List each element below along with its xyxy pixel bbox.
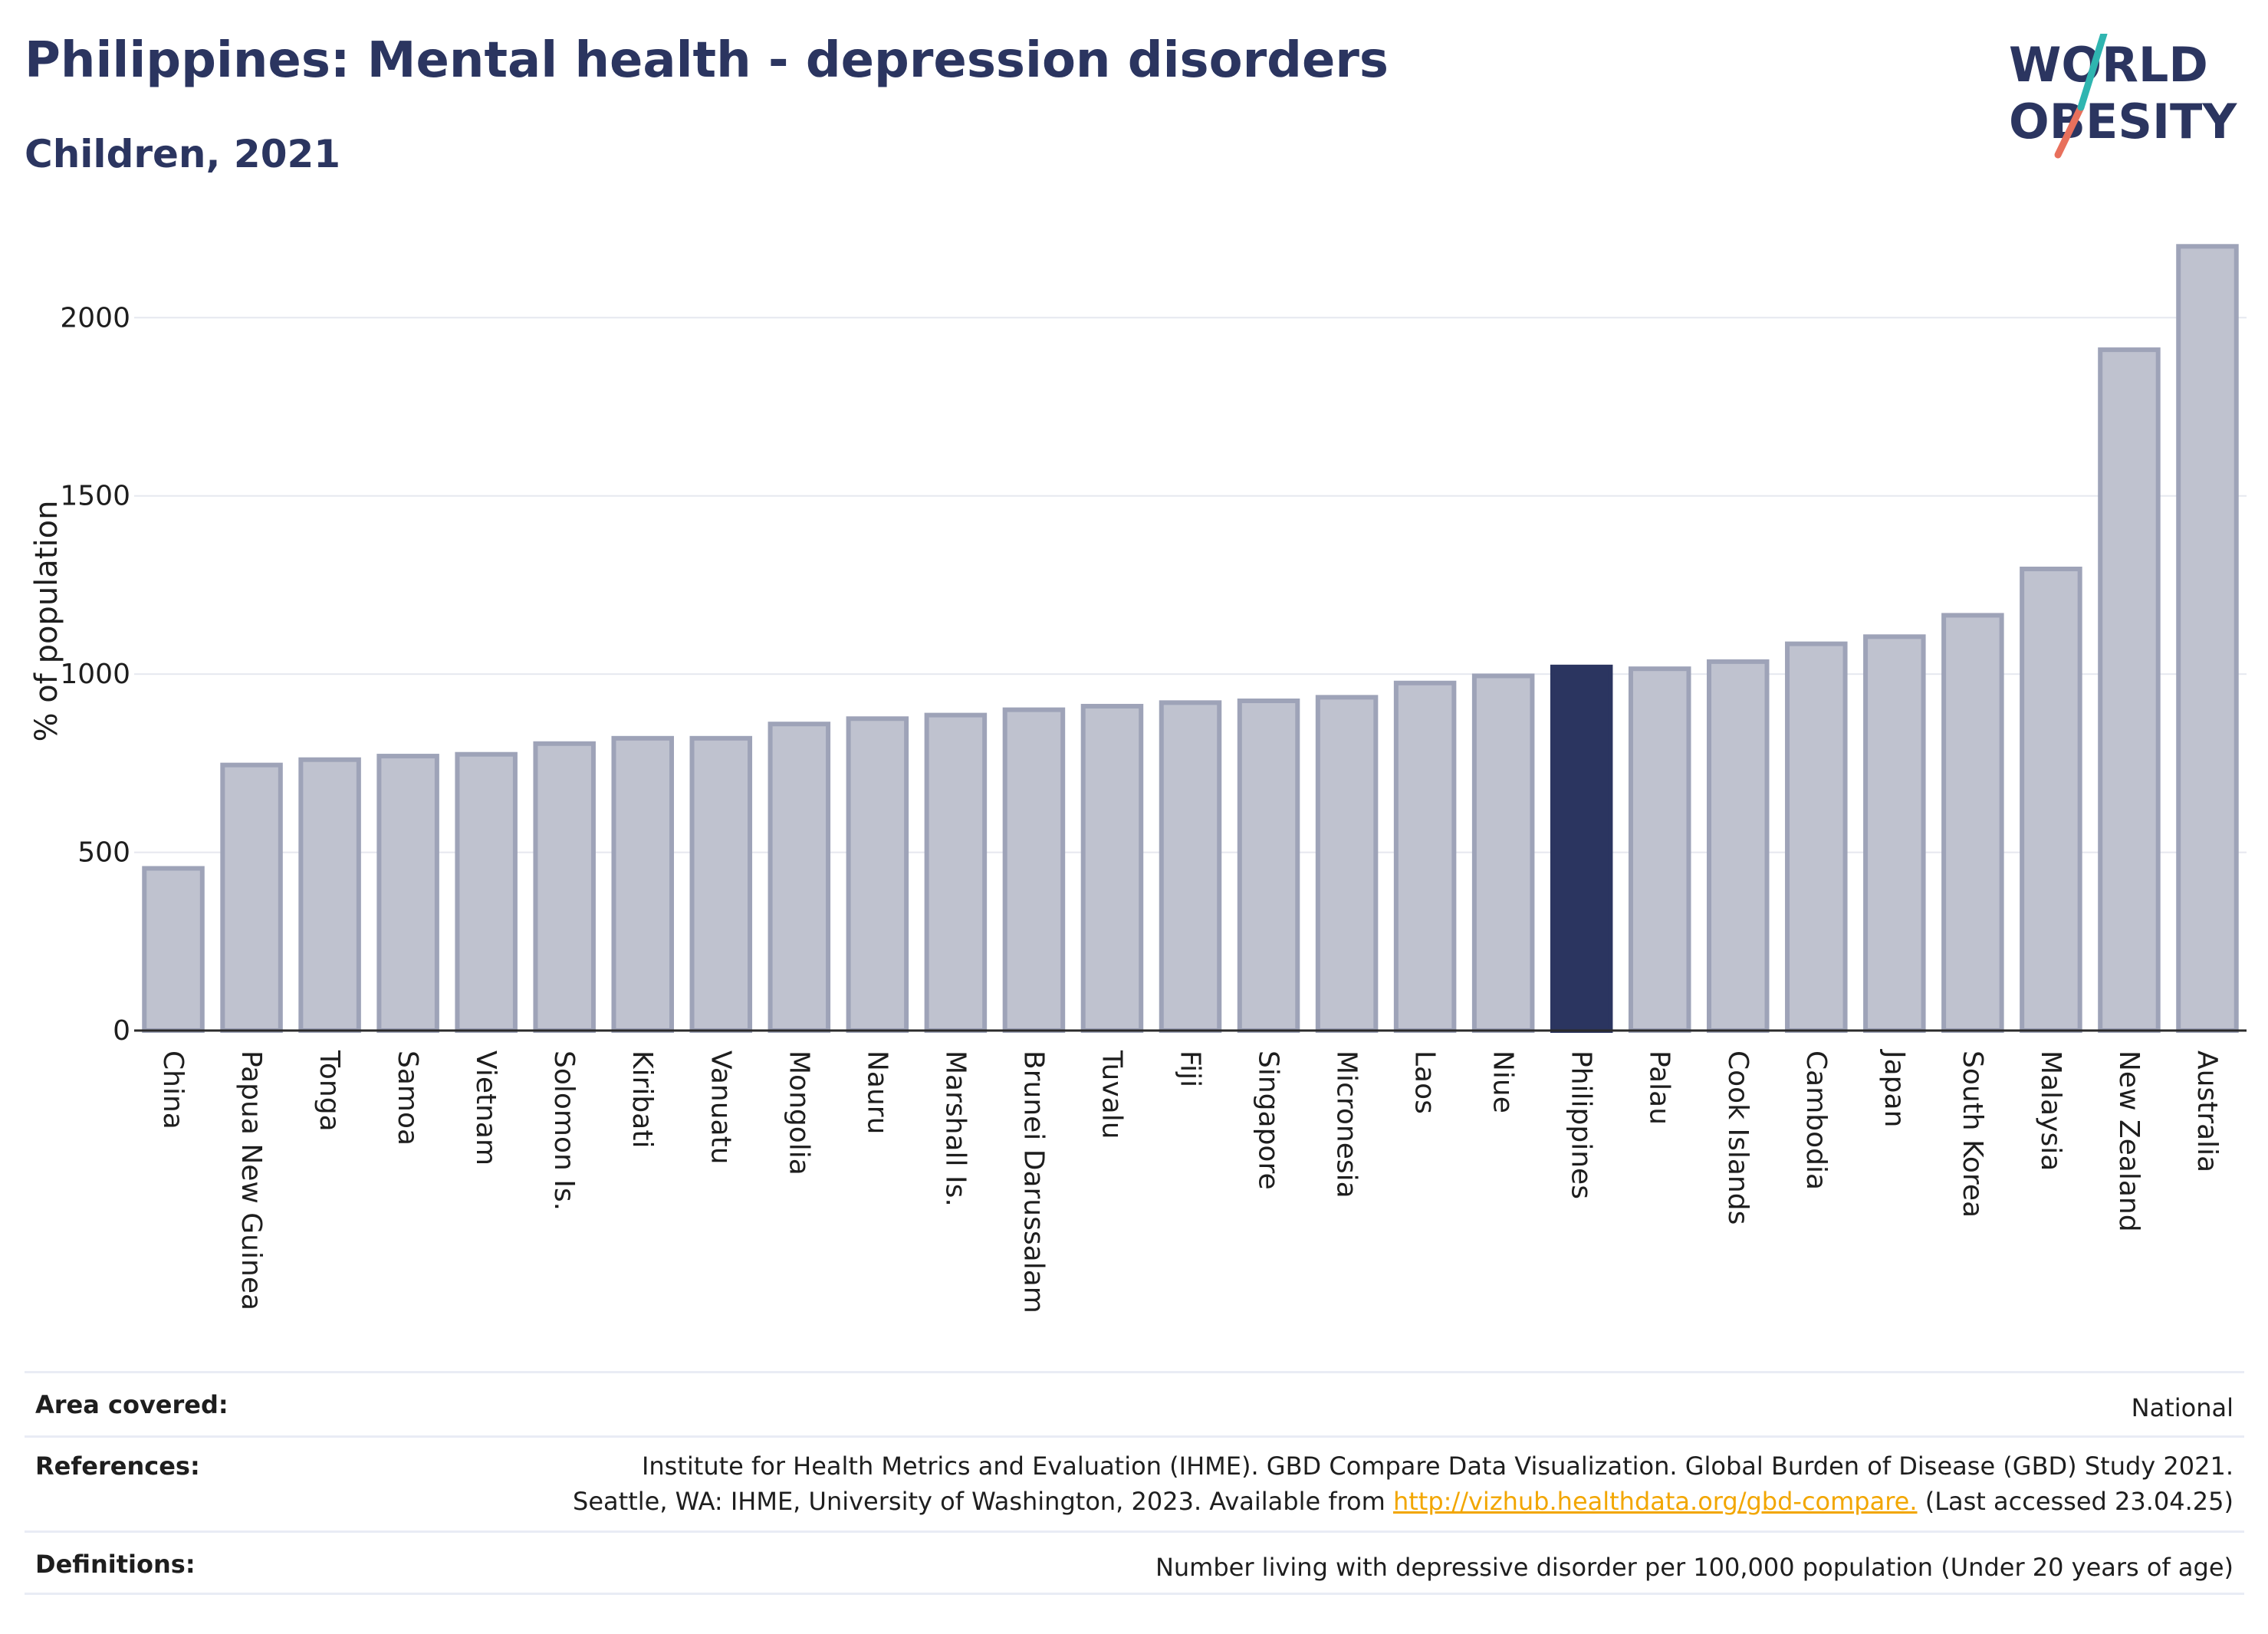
bar-brunei-darussalam xyxy=(1002,707,1066,1034)
x-tick-label: Tonga xyxy=(314,1050,345,1132)
bar-cambodia xyxy=(1785,641,1848,1034)
bar-cook-islands xyxy=(1707,659,1770,1033)
x-tick-label: Vietnam xyxy=(470,1050,501,1165)
x-tick-label: Niue xyxy=(1487,1050,1519,1113)
bar-chart: 0 500 1000 1500 2000 China Papua New Guinea To… xyxy=(29,244,2247,1313)
references-value: Institute for Health Metrics and Evaluat… xyxy=(573,1448,2244,1519)
footer-row-references: References: Institute for Health Metrics… xyxy=(25,1435,2244,1530)
x-tick-label: Micronesia xyxy=(1331,1050,1362,1198)
chart-title: Philippines: Mental health - depression … xyxy=(25,32,1389,89)
bar-mongolia xyxy=(768,722,831,1033)
x-tick-label: Tuvalu xyxy=(1096,1050,1127,1139)
bar-tuvalu xyxy=(1080,703,1144,1033)
x-tick-label: Palau xyxy=(1644,1050,1675,1125)
x-tick-label: Mongolia xyxy=(783,1050,814,1175)
x-tick-label: Australia xyxy=(2191,1050,2223,1172)
references-accessed: (Last accessed 23.04.25) xyxy=(1917,1487,2233,1516)
footer-row-area: Area covered: National xyxy=(25,1371,2244,1435)
definitions-value: Number living with depressive disorder p… xyxy=(1155,1553,2233,1582)
bar-new-zealand xyxy=(2098,347,2161,1033)
references-label: References: xyxy=(35,1452,200,1481)
bar-singapore xyxy=(1237,699,1300,1033)
x-tick-label: Japan xyxy=(1878,1049,1910,1127)
logo-slash-lower xyxy=(2054,104,2085,159)
y-tick-label: 2000 xyxy=(60,302,130,334)
y-tick-label: 500 xyxy=(77,837,130,869)
bar-south-korea xyxy=(1941,613,2004,1033)
y-tick-label: 0 xyxy=(113,1015,130,1047)
x-tick-label: New Zealand xyxy=(2113,1050,2145,1232)
bar-marshall-is xyxy=(924,712,988,1033)
references-line-2: Seattle, WA: IHME, University of Washing… xyxy=(573,1484,2233,1519)
y-axis-label: % of population xyxy=(29,501,64,742)
bar-solomon-is xyxy=(533,741,596,1034)
x-tick-label: Fiji xyxy=(1175,1050,1206,1087)
logo-line1: WORLD xyxy=(2009,37,2208,93)
bar-micronesia xyxy=(1315,695,1379,1034)
bar-japan xyxy=(1863,634,1926,1033)
x-tick-label: Philippines xyxy=(1566,1050,1597,1199)
bar-papua-new-guinea xyxy=(220,762,283,1033)
bar-vietnam xyxy=(455,751,518,1033)
footer-row-definitions: Definitions: Number living with depressi… xyxy=(25,1530,2244,1595)
x-tick-label: Kiribati xyxy=(626,1050,658,1148)
x-tick-label: Cook Islands xyxy=(1722,1050,1754,1225)
x-tick-label: Samoa xyxy=(392,1050,423,1146)
bar-niue xyxy=(1471,673,1535,1033)
x-tick-label: Laos xyxy=(1409,1050,1441,1114)
footer-table: Area covered: National References: Insti… xyxy=(25,1371,2244,1595)
bar-kiribati xyxy=(611,735,674,1033)
x-tick-label: Brunei Darussalam xyxy=(1017,1050,1049,1313)
x-tick-label: Marshall Is. xyxy=(939,1050,971,1207)
bar-malaysia xyxy=(2020,567,2082,1033)
area-covered-value: National xyxy=(2131,1393,2233,1422)
references-text: Seattle, WA: IHME, University of Washing… xyxy=(573,1487,1393,1516)
x-tick-label: Vanuatu xyxy=(705,1050,736,1165)
bars xyxy=(142,244,2239,1034)
bar-philippines xyxy=(1550,664,1613,1033)
x-tick-label: South Korea xyxy=(1957,1050,1988,1218)
bar-palau xyxy=(1628,666,1691,1033)
x-tick-label: Singapore xyxy=(1253,1050,1284,1190)
bar-tonga xyxy=(298,757,361,1033)
references-link[interactable]: http://vizhub.healthdata.org/gbd-compare… xyxy=(1392,1487,1918,1516)
y-tick-label: 1000 xyxy=(60,659,130,690)
x-tick-label: Malaysia xyxy=(2035,1050,2066,1171)
bar-vanuatu xyxy=(689,735,753,1033)
x-tick-label: Papua New Guinea xyxy=(235,1050,267,1310)
bar-fiji xyxy=(1159,700,1222,1034)
x-tick-label: Solomon Is. xyxy=(548,1050,580,1211)
y-tick-label: 1500 xyxy=(60,481,130,512)
area-covered-label: Area covered: xyxy=(35,1390,228,1419)
y-tick-labels: 0 500 1000 1500 2000 xyxy=(60,302,130,1047)
references-line-1: Institute for Health Metrics and Evaluat… xyxy=(641,1452,2233,1481)
definitions-label: Definitions: xyxy=(35,1550,196,1579)
bar-china xyxy=(142,866,205,1033)
bar-laos xyxy=(1393,680,1457,1034)
x-tick-label: Nauru xyxy=(861,1050,892,1134)
x-tick-labels: China Papua New Guinea Tonga Samoa Vietnam So… xyxy=(157,1049,2223,1313)
x-tick-label: China xyxy=(157,1050,189,1129)
bar-nauru xyxy=(846,716,909,1033)
world-obesity-logo: WORLD OBESITY xyxy=(2009,34,2237,159)
bar-samoa xyxy=(376,754,439,1034)
chart-subtitle: Children, 2021 xyxy=(25,132,341,176)
logo-slash-upper xyxy=(2077,34,2108,111)
bar-australia xyxy=(2176,244,2239,1033)
x-tick-label: Cambodia xyxy=(1800,1050,1832,1190)
logo-line2: OBESITY xyxy=(2009,94,2237,150)
